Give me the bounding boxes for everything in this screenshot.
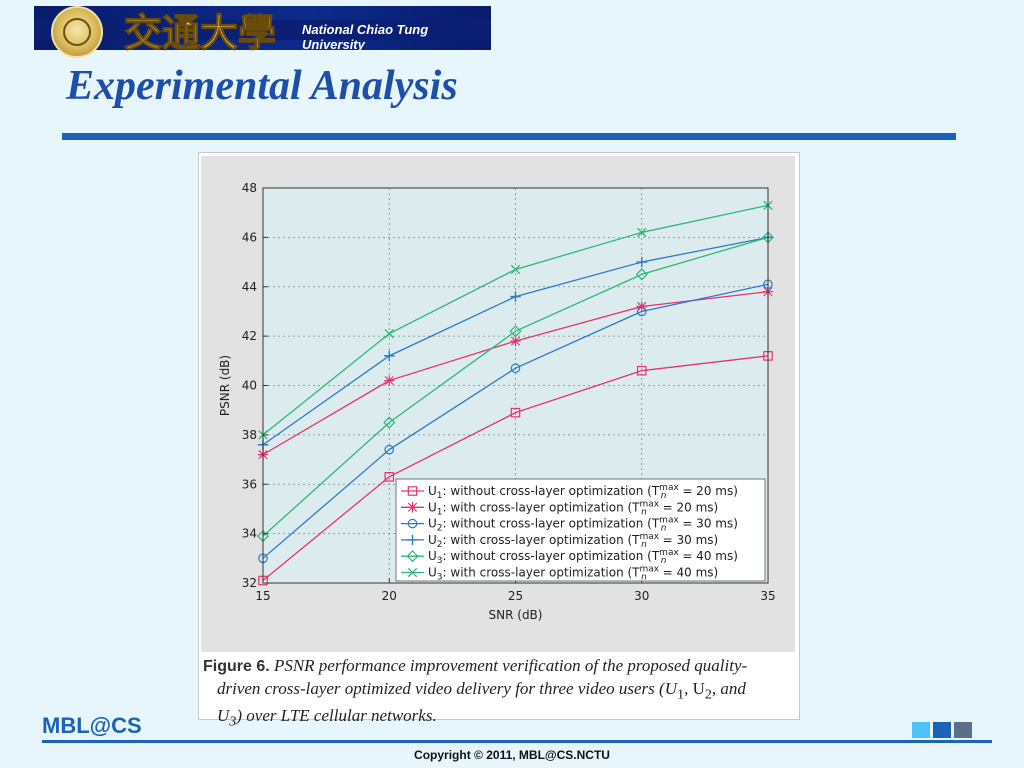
header-banner: 交通大學 National Chiao Tung University [34,6,491,58]
diamond-marker [635,268,648,281]
footer-square-icon [954,722,972,738]
footer-rule [42,740,992,743]
slide-title: Experimental Analysis [66,63,458,109]
caption-text-1: PSNR performance improvement verificatio… [273,656,748,675]
y-tick-label: 32 [242,576,257,590]
caption-sub-3: 3 [229,713,237,730]
circle-marker [384,444,395,455]
plus-marker [636,256,647,268]
legend-entry-text: U2: without cross-layer optimization (Tm… [428,516,738,534]
x-tick-label: 35 [760,589,775,603]
square-marker [384,472,395,482]
legend-entry-text: U3: without cross-layer optimization (Tm… [428,548,738,566]
x-marker [384,328,394,339]
legend-entry-text: U1: with cross-layer optimization (Tmax n… [428,499,718,517]
caption-text-3: ) over LTE cellular networks. [236,706,437,726]
footer-square-icon [933,722,951,738]
asterisk-marker [407,502,418,513]
caption-label: Figure 6. [203,658,270,675]
psnr-line-chart: 15 20 25 30 35 32 34 36 38 40 42 44 46 48 SNR (dB) PS… [218,181,776,622]
diamond-marker [509,325,522,338]
asterisk-marker [510,335,521,347]
chart-legend: U1: without cross-layer optimization (Tm… [395,478,766,583]
y-tick-label: 38 [242,428,257,442]
circle-marker [407,518,418,529]
plus-marker [510,291,521,302]
plus-marker [384,350,395,362]
legend-box [395,478,766,582]
x-axis-label: SNR (dB) [489,608,543,622]
caption-text-2: driven cross-layer optimized video deliv… [217,679,677,698]
y-axis-label: PSNR (dB) [218,355,232,416]
series-line-3 [262,283,769,559]
x-marker [637,227,647,238]
x-tick-label: 20 [382,589,397,603]
asterisk-marker [636,301,647,312]
x-marker [510,264,521,275]
y-tick-label: 46 [242,230,257,244]
square-marker [636,365,647,376]
footer-logo: MBL@CS [42,713,142,738]
x-tick-label: 15 [255,589,270,603]
y-tick-label: 48 [242,181,257,195]
title-rule [62,133,956,140]
university-name: National Chiao Tung University [302,22,429,52]
caption-sub-1: 1 [676,686,685,703]
seal-inner-ring [63,18,91,46]
circle-marker [510,363,521,374]
asterisk-marker [384,375,395,386]
y-tick-label: 34 [242,527,257,541]
caption-sub-2: 2 [704,686,712,703]
diamond-marker [383,416,396,429]
y-tick-label: 40 [242,379,257,393]
x-marker [407,567,418,578]
banner-bar [34,20,491,40]
series-line-1 [262,355,769,582]
series-line-5 [262,236,769,537]
copyright-text: Copyright © 2011, MBL@CS.NCTU [414,748,610,762]
y-tick-label: 36 [242,477,257,491]
x-tick-label: 30 [634,589,649,603]
legend-entry-text: U1: without cross-layer optimization (Tm… [428,483,738,501]
calligraphy-logo-icon: 交通大學 [123,9,276,55]
x-tick-label: 25 [508,589,523,603]
diamond-marker [406,550,419,563]
y-tick-label: 44 [242,280,257,294]
plus-marker [407,534,418,546]
y-tick-label: 42 [242,329,257,343]
figure-caption: Figure 6. PSNR performance improvement v… [203,656,748,730]
circle-marker [636,306,647,317]
university-seal-icon [51,6,103,58]
square-marker [510,407,521,418]
footer-square-icon [912,722,930,738]
calligraphy-text: 交通大學 [124,10,276,55]
square-marker [407,486,418,496]
legend-entry-text: U2: with cross-layer optimization (Tmax n… [428,532,718,550]
legend-entry-text: U3: with cross-layer optimization (Tmax n… [428,565,718,583]
